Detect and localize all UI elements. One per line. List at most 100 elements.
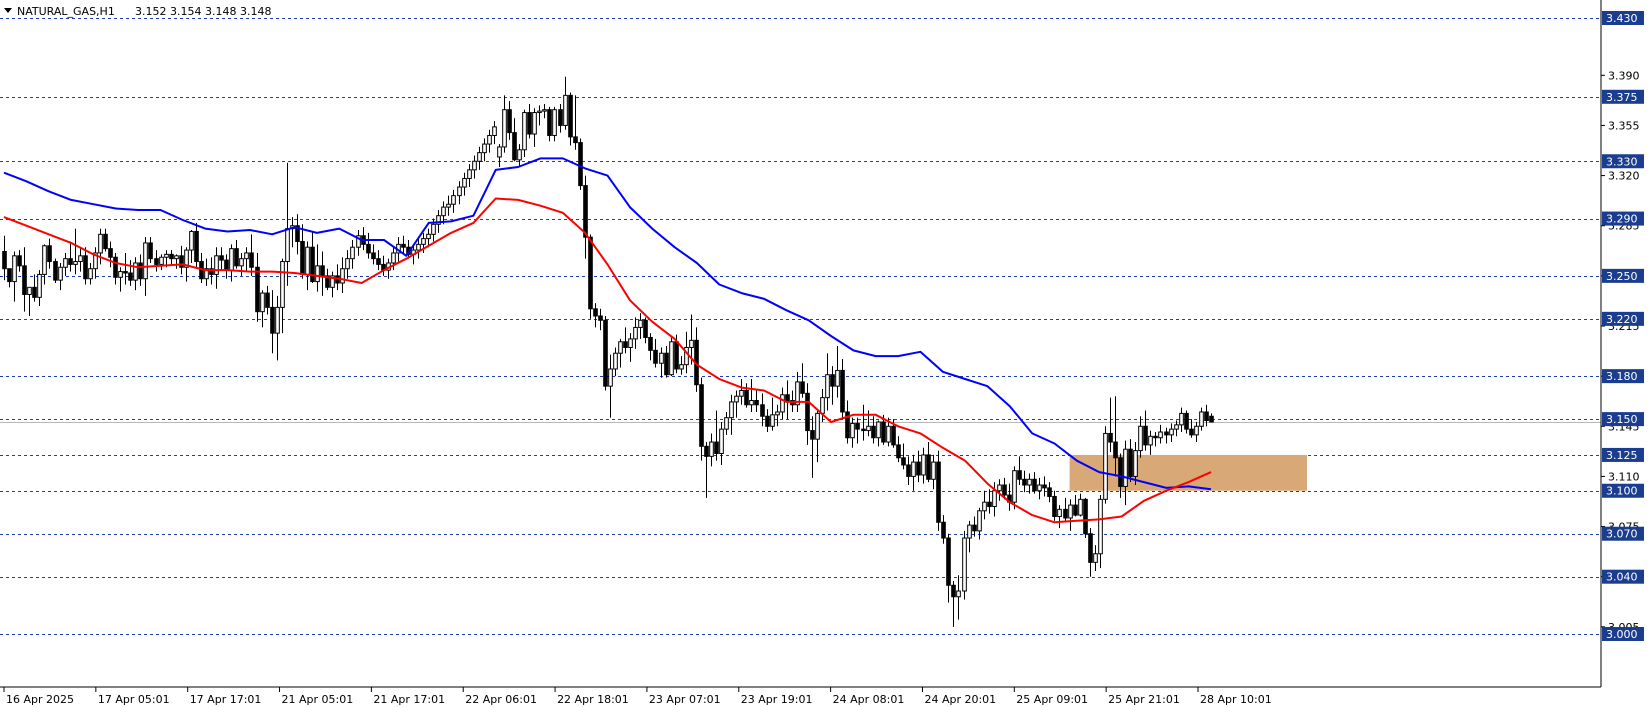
level-label-bg-1: [1602, 89, 1644, 104]
candle-body-184: [931, 461, 936, 480]
candle-body-51: [260, 292, 265, 313]
level-label-3: 3.290: [1606, 213, 1638, 226]
candle-body-159: [805, 392, 810, 432]
candle-body-223: [1128, 448, 1133, 477]
candle-body-49: [249, 252, 254, 268]
level-label-2: 3.330: [1606, 155, 1638, 168]
time-tick-label-5: 22 Apr 06:01: [465, 693, 537, 706]
candle-body-15: [78, 255, 83, 263]
candle-body-186: [941, 521, 946, 539]
time-tick-label-12: 25 Apr 21:01: [1108, 693, 1180, 706]
candle-body-215: [1088, 533, 1093, 563]
candle-body-36: [184, 249, 189, 268]
level-label-9: 3.100: [1606, 485, 1638, 498]
time-tick-label-1: 17 Apr 05:01: [98, 693, 170, 706]
candle-body-129: [653, 349, 658, 364]
level-label-bg-2: [1602, 154, 1644, 169]
candle-body-192: [972, 524, 977, 532]
candle-body-208: [1052, 495, 1057, 518]
candle-body-100: [507, 109, 512, 134]
candle-body-8: [42, 245, 47, 275]
candle-body-216: [1093, 553, 1098, 563]
candle-body-226: [1143, 425, 1148, 446]
candle-body-214: [1083, 498, 1088, 535]
candle-body-69: [350, 246, 355, 260]
candle-body-93: [472, 160, 477, 171]
candle-body-30: [154, 258, 159, 265]
candle-body-31: [159, 256, 164, 265]
candle-body-77: [391, 252, 396, 264]
candle-body-102: [517, 149, 522, 161]
candle-body-88: [446, 203, 451, 208]
candle-body-201: [1017, 470, 1022, 480]
candle-body-96: [487, 134, 492, 145]
level-lines: [0, 18, 1601, 635]
candle-body-197: [997, 484, 1002, 492]
candle-body-91: [462, 177, 467, 188]
time-tick-label-10: 24 Apr 20:01: [924, 693, 996, 706]
candle-body-189: [956, 590, 961, 598]
candle-body-213: [1078, 498, 1083, 516]
candle-body-227: [1148, 435, 1153, 446]
candle-body-117: [593, 308, 598, 317]
candle-body-22: [113, 256, 118, 278]
time-tick-label-9: 24 Apr 08:01: [833, 693, 905, 706]
candle-body-142: [719, 428, 724, 454]
candle-body-126: [638, 319, 643, 328]
level-label-0: 3.430: [1606, 12, 1638, 25]
candle-body-54: [275, 306, 280, 334]
candle-body-234: [1184, 412, 1189, 430]
candle-body-191: [967, 524, 972, 539]
time-tick-label-4: 21 Apr 17:01: [373, 693, 445, 706]
red-moving-average: [3, 197, 1212, 524]
candle-body-235: [1189, 428, 1194, 436]
candle-body-118: [598, 315, 603, 321]
candle-body-82: [416, 243, 421, 251]
candle-body-3: [17, 255, 22, 267]
candle-body-171: [866, 425, 871, 432]
level-label-bg-7: [1602, 412, 1644, 427]
candle-body-70: [356, 235, 361, 248]
level-label-7: 3.150: [1606, 413, 1638, 426]
candle-body-148: [749, 399, 754, 406]
candle-body-153: [775, 411, 780, 416]
candle-body-144: [729, 401, 734, 419]
time-tick-label-0: 16 Apr 2025: [6, 693, 74, 706]
candle-body-239: [1209, 415, 1214, 423]
moving-averages: [3, 157, 1212, 524]
candle-body-112: [568, 94, 573, 138]
candle-body-26: [133, 262, 138, 281]
candle-body-161: [815, 412, 820, 440]
price-tick-label-2: 3.320: [1608, 170, 1640, 183]
candle-body-173: [876, 421, 881, 439]
level-label-bg-4: [1602, 268, 1644, 283]
candle-body-236: [1194, 425, 1199, 436]
candle-body-42: [214, 255, 219, 275]
level-label-10: 3.070: [1606, 528, 1638, 541]
candle-body-110: [558, 109, 563, 126]
level-label-bg-0: [1602, 11, 1644, 25]
candle-body-37: [189, 230, 194, 251]
candle-body-163: [825, 374, 830, 399]
dropdown-triangle-icon[interactable]: [4, 8, 12, 13]
candle-body-165: [835, 369, 840, 387]
time-tick-label-3: 21 Apr 05:01: [282, 693, 354, 706]
candle-body-48: [244, 252, 249, 260]
candle-body-111: [563, 94, 568, 126]
candle-body-205: [1037, 484, 1042, 492]
candle-body-179: [906, 464, 911, 477]
candle-body-196: [992, 490, 997, 508]
candle-body-47: [239, 258, 244, 267]
candle-body-79: [401, 243, 406, 248]
time-tick-label-6: 22 Apr 18:01: [557, 693, 629, 706]
candle-body-160: [810, 430, 815, 440]
candle-body-28: [143, 242, 148, 280]
candle-body-90: [457, 186, 462, 197]
candle-body-231: [1169, 428, 1174, 436]
candle-body-206: [1042, 484, 1047, 489]
candle-body-98: [497, 146, 502, 158]
candle-body-14: [73, 261, 78, 265]
candle-body-180: [911, 461, 916, 477]
candle-body-87: [441, 206, 446, 217]
